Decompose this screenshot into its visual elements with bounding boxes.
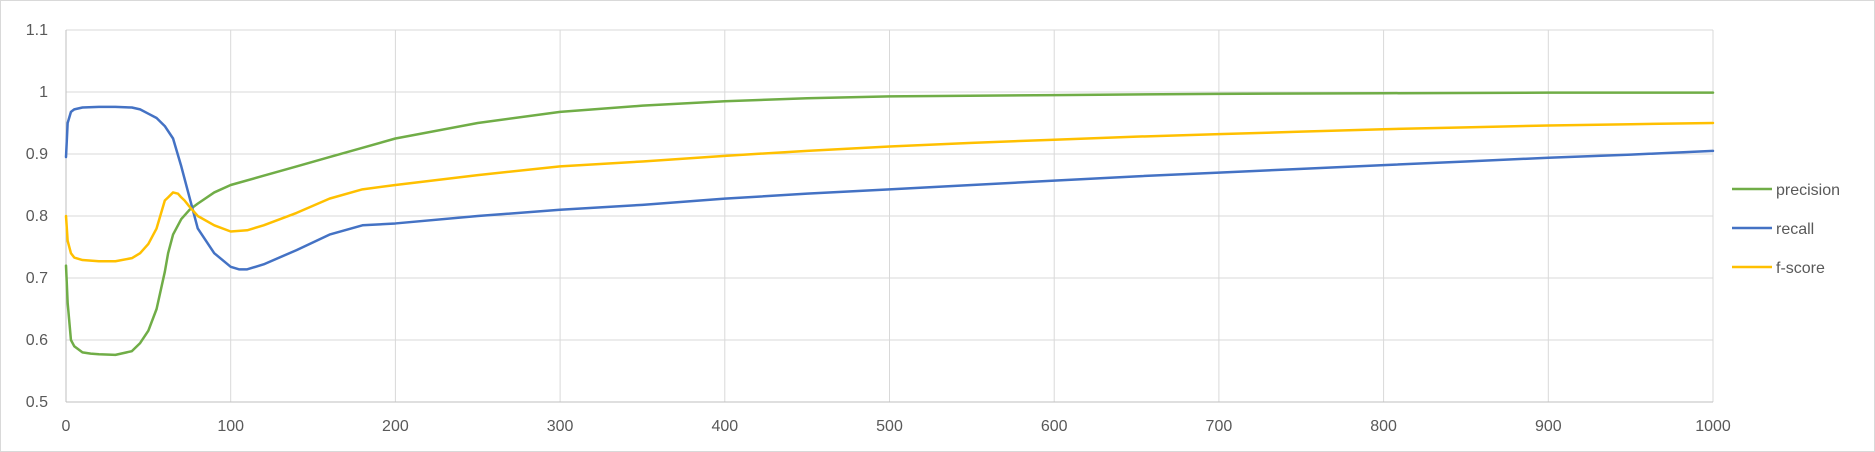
x-tick-label: 0	[62, 418, 71, 435]
gridlines	[66, 29, 1714, 402]
x-tick-label: 400	[711, 418, 738, 435]
x-tick-label: 500	[876, 418, 903, 435]
y-tick-label: 0.9	[26, 146, 48, 163]
x-tick-label: 1000	[1695, 418, 1731, 435]
series-lines	[64, 91, 1715, 357]
y-tick-label: 0.8	[26, 208, 48, 225]
series-line-recall	[64, 105, 1715, 271]
x-tick-label: 200	[382, 418, 409, 435]
x-tick-label: 300	[547, 418, 574, 435]
x-tick-label: 700	[1206, 418, 1233, 435]
x-axis-tick-labels: 0 100 200 300 400 500 600 700 800 900 1000	[62, 418, 1731, 435]
y-tick-label: 0.7	[26, 270, 48, 287]
y-tick-label: 0.5	[26, 394, 48, 411]
y-tick-label: 1	[39, 84, 48, 101]
legend: precision recall f-score	[1732, 182, 1840, 277]
y-tick-label: 0.6	[26, 332, 48, 349]
legend-label-precision: precision	[1776, 182, 1840, 199]
x-tick-label: 800	[1370, 418, 1397, 435]
y-axis-tick-labels: 0.5 0.6 0.7 0.8 0.9 1 1.1	[26, 22, 48, 411]
x-tick-label: 100	[217, 418, 244, 435]
series-line-precision	[64, 91, 1715, 357]
legend-label-recall: recall	[1776, 221, 1814, 238]
x-tick-label: 900	[1535, 418, 1562, 435]
legend-label-f-score: f-score	[1776, 260, 1825, 277]
x-tick-label: 600	[1041, 418, 1068, 435]
y-tick-label: 1.1	[26, 22, 48, 39]
series-line-f-score	[64, 121, 1715, 263]
